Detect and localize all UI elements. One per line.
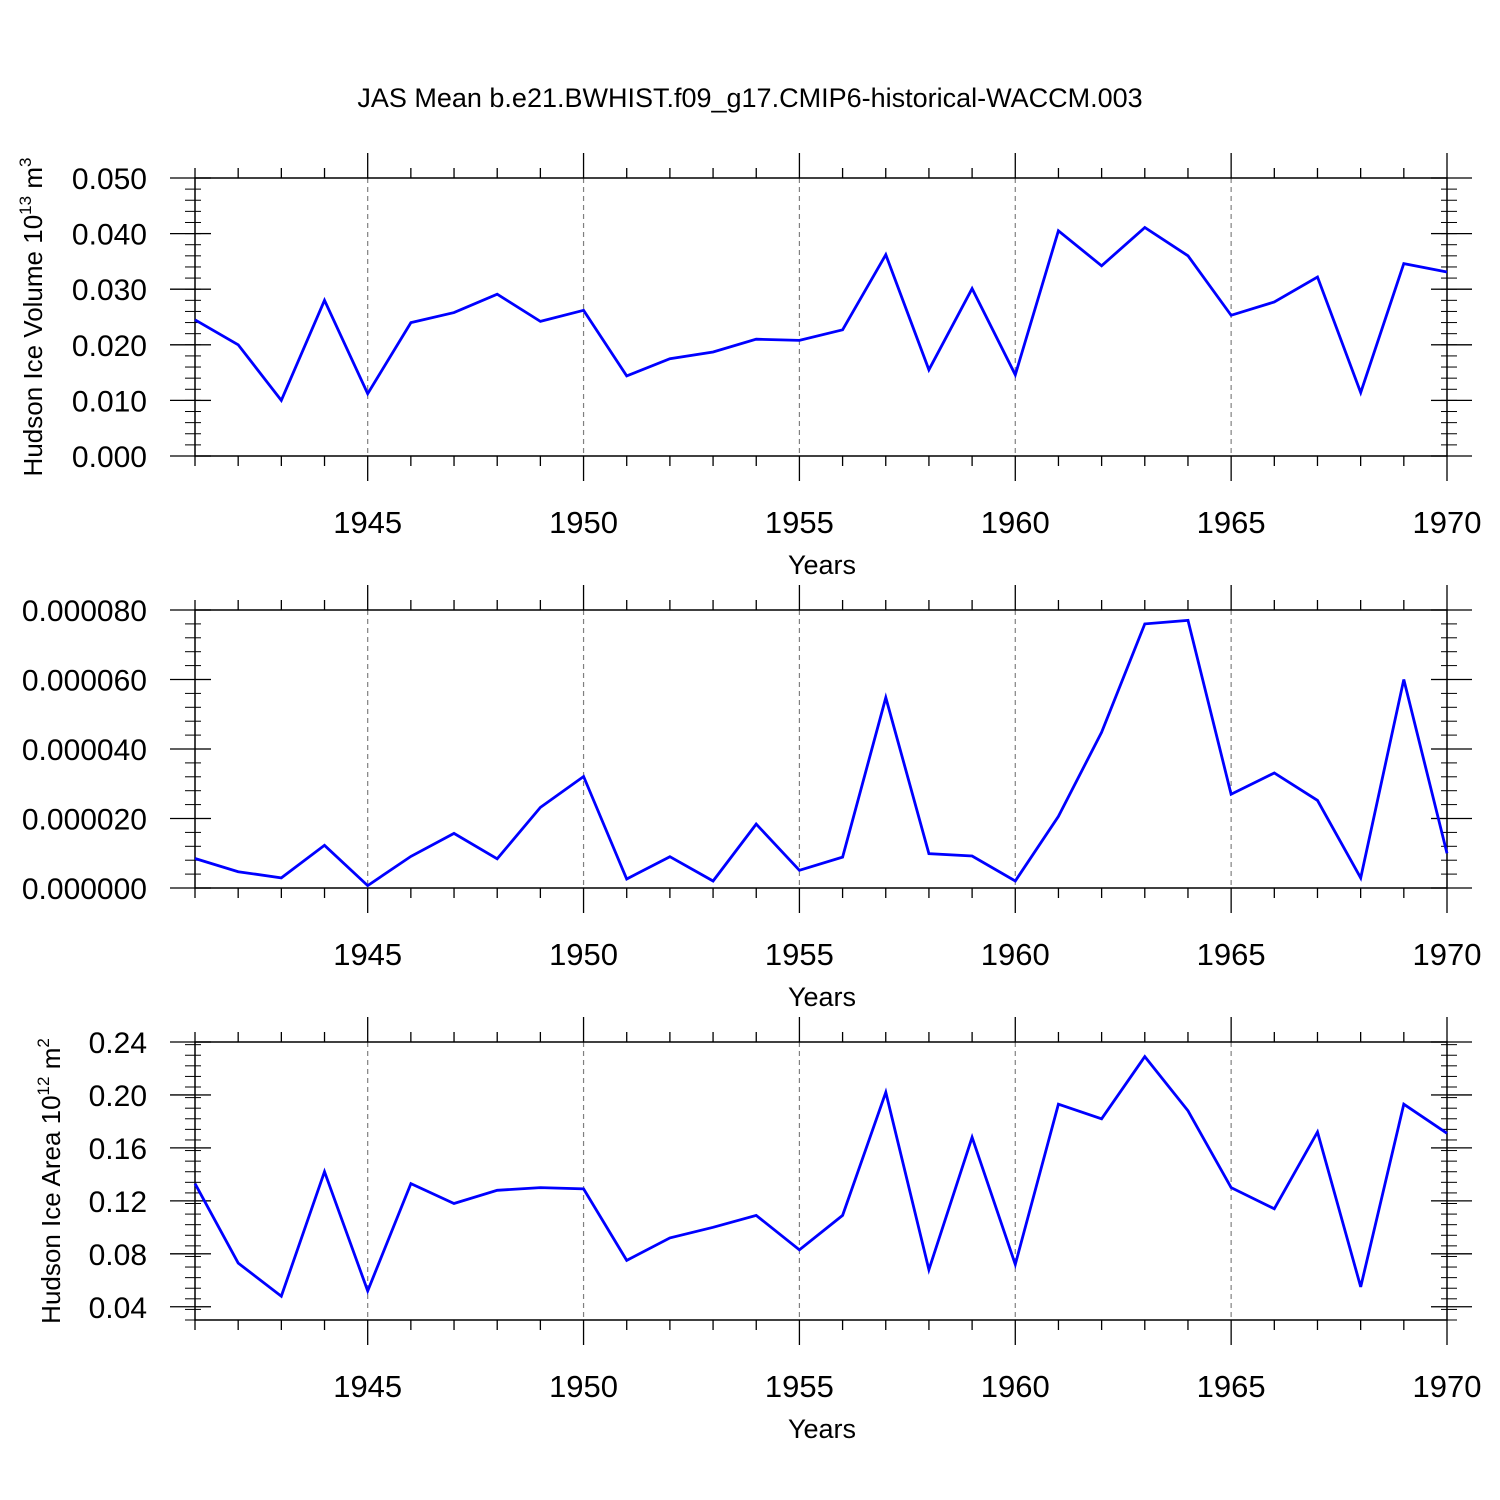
y-axis-label: Hudson Ice Area 1012 m2	[34, 1038, 66, 1324]
plot-frame	[194, 1041, 1448, 1321]
y-tick-label: 0.040	[72, 219, 147, 252]
x-tick-label: 1945	[333, 1369, 402, 1404]
x-tick-label: 1960	[981, 937, 1050, 972]
x-tick-label: 1965	[1197, 937, 1266, 972]
x-axis-label: Years	[788, 1414, 856, 1444]
chart-panel-3: 0.04 0.08 0.12 0.16 0.20 0.24 1945 1950 1955 1960…	[34, 1017, 1481, 1444]
y-tick-label: 0.000040	[22, 734, 147, 767]
y-tick-label: 0.020	[72, 330, 147, 363]
x-axis-label: Years	[788, 982, 856, 1012]
series-line	[193, 1054, 1448, 1299]
x-tick-label: 1960	[981, 1369, 1050, 1404]
y-tick-label: 0.08	[89, 1239, 147, 1272]
x-axis-label: Years	[788, 550, 856, 580]
x-tick-label: 1955	[765, 1369, 834, 1404]
y-tick-label: 0.12	[89, 1186, 147, 1219]
y-tick-label: 0.000020	[22, 804, 147, 837]
y-tick-label: 0.000060	[22, 665, 147, 698]
series-line	[194, 225, 1448, 404]
x-tick-label: 1970	[1413, 1369, 1482, 1404]
chart-panel-2: 0.000000 0.000020 0.000040 0.000060 0.000080…	[22, 585, 1482, 1012]
y-axis-label: Hudson Ice Volume 1013 m3	[16, 158, 48, 477]
figure-title: JAS Mean b.e21.BWHIST.f09_g17.CMIP6-hist…	[357, 83, 1142, 113]
y-tick-label: 0.000080	[22, 595, 147, 628]
x-tick-label: 1945	[333, 937, 402, 972]
y-tick-label: 0.24	[89, 1027, 147, 1060]
y-tick-label: 0.000	[72, 441, 147, 474]
y-tick-label: 0.000000	[22, 873, 147, 906]
chart-panel-1: 0.000 0.010 0.020 0.030 0.040 0.050 1945 1950 19…	[16, 153, 1481, 580]
y-tick-label: 0.20	[89, 1080, 147, 1113]
x-tick-label: 1965	[1197, 505, 1266, 540]
x-tick-label: 1960	[981, 505, 1050, 540]
y-tick-label: 0.050	[72, 163, 147, 196]
y-tick-label: 0.04	[89, 1292, 147, 1325]
x-tick-label: 1955	[765, 505, 834, 540]
x-tick-label: 1945	[333, 505, 402, 540]
x-tick-label: 1950	[549, 937, 618, 972]
plot-frame	[194, 177, 1448, 457]
y-tick-label: 0.16	[89, 1133, 147, 1166]
plot-frame	[194, 609, 1448, 889]
x-tick-label: 1950	[549, 1369, 618, 1404]
x-tick-label: 1965	[1197, 1369, 1266, 1404]
x-tick-label: 1955	[765, 937, 834, 972]
panels: 0.000 0.010 0.020 0.030 0.040 0.050 1945 1950 19…	[16, 153, 1481, 1444]
x-tick-label: 1950	[549, 505, 618, 540]
y-tick-label: 0.010	[72, 385, 147, 418]
x-tick-label: 1970	[1413, 505, 1482, 540]
series-line	[194, 618, 1449, 888]
x-tick-label: 1970	[1413, 937, 1482, 972]
y-tick-label: 0.030	[72, 274, 147, 307]
